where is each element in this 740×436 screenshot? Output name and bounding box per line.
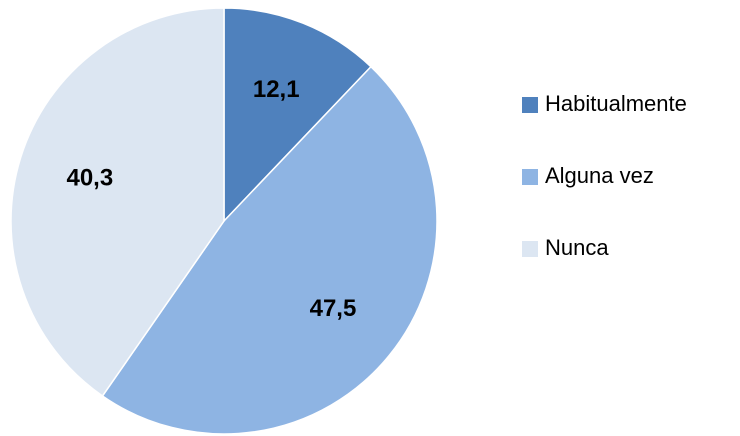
legend-swatch — [522, 97, 538, 113]
legend-label: Alguna vez — [545, 163, 654, 188]
data-label: 47,5 — [310, 295, 357, 322]
legend-label: Habitualmente — [545, 91, 687, 116]
data-label: 12,1 — [253, 76, 300, 103]
pie-slice — [101, 65, 438, 435]
legend-swatch — [522, 169, 538, 185]
pie-slice — [10, 7, 225, 398]
legend-swatch — [522, 241, 538, 257]
pie-slice — [223, 7, 372, 223]
legend-label: Nunca — [545, 235, 609, 260]
data-label: 40,3 — [66, 164, 113, 191]
